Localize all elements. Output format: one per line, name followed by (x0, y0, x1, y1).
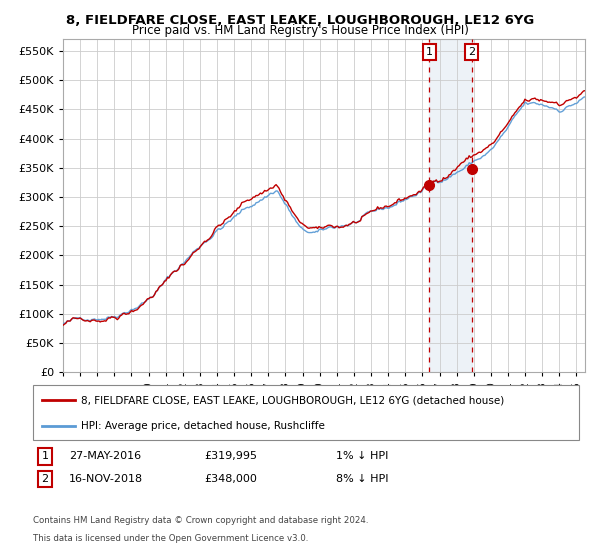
Text: HPI: Average price, detached house, Rushcliffe: HPI: Average price, detached house, Rush… (81, 421, 325, 431)
Text: 8, FIELDFARE CLOSE, EAST LEAKE, LOUGHBOROUGH, LE12 6YG (detached house): 8, FIELDFARE CLOSE, EAST LEAKE, LOUGHBOR… (81, 395, 504, 405)
Text: This data is licensed under the Open Government Licence v3.0.: This data is licensed under the Open Gov… (33, 534, 308, 543)
Text: 1% ↓ HPI: 1% ↓ HPI (336, 451, 388, 461)
Text: 8, FIELDFARE CLOSE, EAST LEAKE, LOUGHBOROUGH, LE12 6YG: 8, FIELDFARE CLOSE, EAST LEAKE, LOUGHBOR… (66, 14, 534, 27)
Text: 2: 2 (468, 47, 475, 57)
Text: £348,000: £348,000 (204, 474, 257, 484)
Text: 1: 1 (41, 451, 49, 461)
Text: Price paid vs. HM Land Registry's House Price Index (HPI): Price paid vs. HM Land Registry's House … (131, 24, 469, 36)
Bar (430, 39, 472, 372)
Text: Contains HM Land Registry data © Crown copyright and database right 2024.: Contains HM Land Registry data © Crown c… (33, 516, 368, 525)
Text: £319,995: £319,995 (204, 451, 257, 461)
Text: 1: 1 (426, 47, 433, 57)
Text: 16-NOV-2018: 16-NOV-2018 (69, 474, 143, 484)
Text: 27-MAY-2016: 27-MAY-2016 (69, 451, 141, 461)
Text: 2: 2 (41, 474, 49, 484)
Text: 8% ↓ HPI: 8% ↓ HPI (336, 474, 389, 484)
